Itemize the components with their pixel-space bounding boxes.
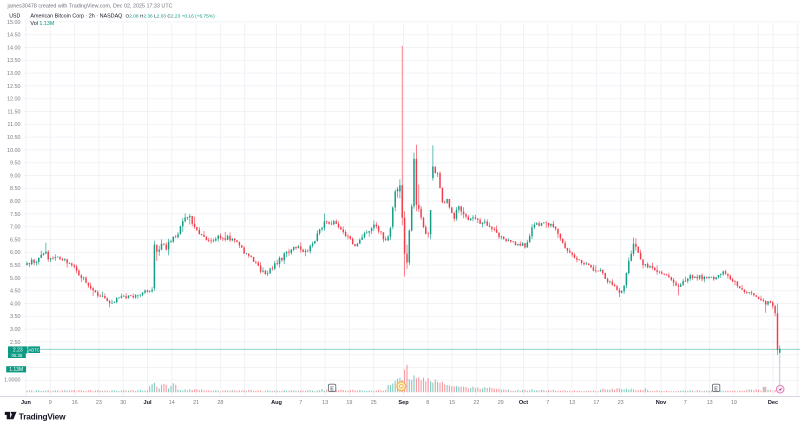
svg-text:13: 13	[707, 400, 713, 406]
svg-text:Oct: Oct	[519, 400, 528, 406]
svg-text:23: 23	[618, 400, 624, 406]
svg-text:10.00: 10.00	[7, 148, 21, 154]
svg-text:05:36: 05:36	[12, 353, 23, 358]
svg-text:TradingView: TradingView	[19, 411, 66, 421]
svg-text:American Bitcoin Corp · 2h · N: American Bitcoin Corp · 2h · NASDAQ	[30, 13, 122, 19]
svg-text:21: 21	[193, 400, 199, 406]
svg-text:7: 7	[684, 400, 687, 406]
svg-text:4.50: 4.50	[10, 289, 21, 295]
svg-text:13.50: 13.50	[7, 58, 21, 64]
svg-text:Dec: Dec	[768, 400, 778, 406]
svg-text:28: 28	[217, 400, 223, 406]
svg-text:11.50: 11.50	[7, 109, 20, 115]
svg-text:9.00: 9.00	[10, 173, 21, 179]
svg-text:1.13M: 1.13M	[9, 367, 23, 373]
svg-text:Vol 1.13M: Vol 1.13M	[30, 21, 54, 27]
svg-text:Nov: Nov	[656, 400, 667, 406]
svg-text:12.50: 12.50	[7, 84, 21, 90]
svg-text:10.50: 10.50	[7, 135, 21, 141]
svg-text:13: 13	[569, 400, 575, 406]
svg-text:29: 29	[498, 400, 504, 406]
svg-text:14.00: 14.00	[7, 45, 21, 51]
svg-text:23: 23	[96, 400, 102, 406]
svg-text:3.50: 3.50	[10, 314, 21, 320]
svg-text:5.00: 5.00	[10, 276, 21, 282]
svg-text:12.00: 12.00	[7, 97, 21, 103]
svg-text:4.00: 4.00	[10, 301, 21, 307]
svg-text:ABTC: ABTC	[29, 348, 40, 353]
svg-text:6.50: 6.50	[10, 237, 21, 243]
svg-text:Jun: Jun	[21, 400, 32, 406]
svg-text:14: 14	[169, 400, 175, 406]
svg-text:17: 17	[593, 400, 599, 406]
svg-text:7.00: 7.00	[10, 225, 21, 231]
svg-text:Aug: Aug	[271, 400, 282, 406]
svg-text:7: 7	[299, 400, 302, 406]
svg-text:7: 7	[546, 400, 549, 406]
svg-text:13: 13	[322, 400, 328, 406]
svg-text:7.50: 7.50	[10, 212, 21, 218]
svg-text:E: E	[714, 386, 718, 392]
svg-text:Jul: Jul	[143, 400, 152, 406]
svg-text:16: 16	[72, 400, 78, 406]
svg-text:1.0000: 1.0000	[4, 378, 21, 384]
svg-text:11.00: 11.00	[7, 122, 20, 128]
svg-text:8.50: 8.50	[10, 186, 21, 192]
svg-text:O2.08 H2.36 L2.03 C2.23 +0.16: O2.08 H2.36 L2.03 C2.23 +0.16 (+6.75%)	[126, 13, 216, 19]
svg-text:19: 19	[731, 400, 737, 406]
svg-text:E: E	[330, 386, 334, 392]
svg-text:Sep: Sep	[398, 400, 409, 406]
svg-text:9: 9	[49, 400, 52, 406]
svg-text:james30478 created with Tradin: james30478 created with TradingView.com,…	[7, 4, 173, 10]
svg-text:9.50: 9.50	[10, 161, 21, 167]
svg-text:14.50: 14.50	[7, 33, 21, 39]
svg-text:22: 22	[473, 400, 479, 406]
svg-text:2.23: 2.23	[13, 348, 23, 354]
svg-text:6.00: 6.00	[10, 250, 21, 256]
svg-text:15.00: 15.00	[7, 20, 21, 26]
svg-text:25: 25	[371, 400, 377, 406]
svg-text:19: 19	[346, 400, 352, 406]
svg-text:USD: USD	[9, 13, 20, 19]
svg-text:8: 8	[426, 400, 429, 406]
svg-text:2.50: 2.50	[10, 340, 21, 346]
svg-text:15: 15	[449, 400, 455, 406]
svg-text:13.00: 13.00	[7, 71, 21, 77]
svg-text:8.00: 8.00	[10, 199, 21, 205]
svg-text:3.00: 3.00	[10, 327, 21, 333]
svg-text:30: 30	[120, 400, 126, 406]
svg-text:5.50: 5.50	[10, 263, 21, 269]
